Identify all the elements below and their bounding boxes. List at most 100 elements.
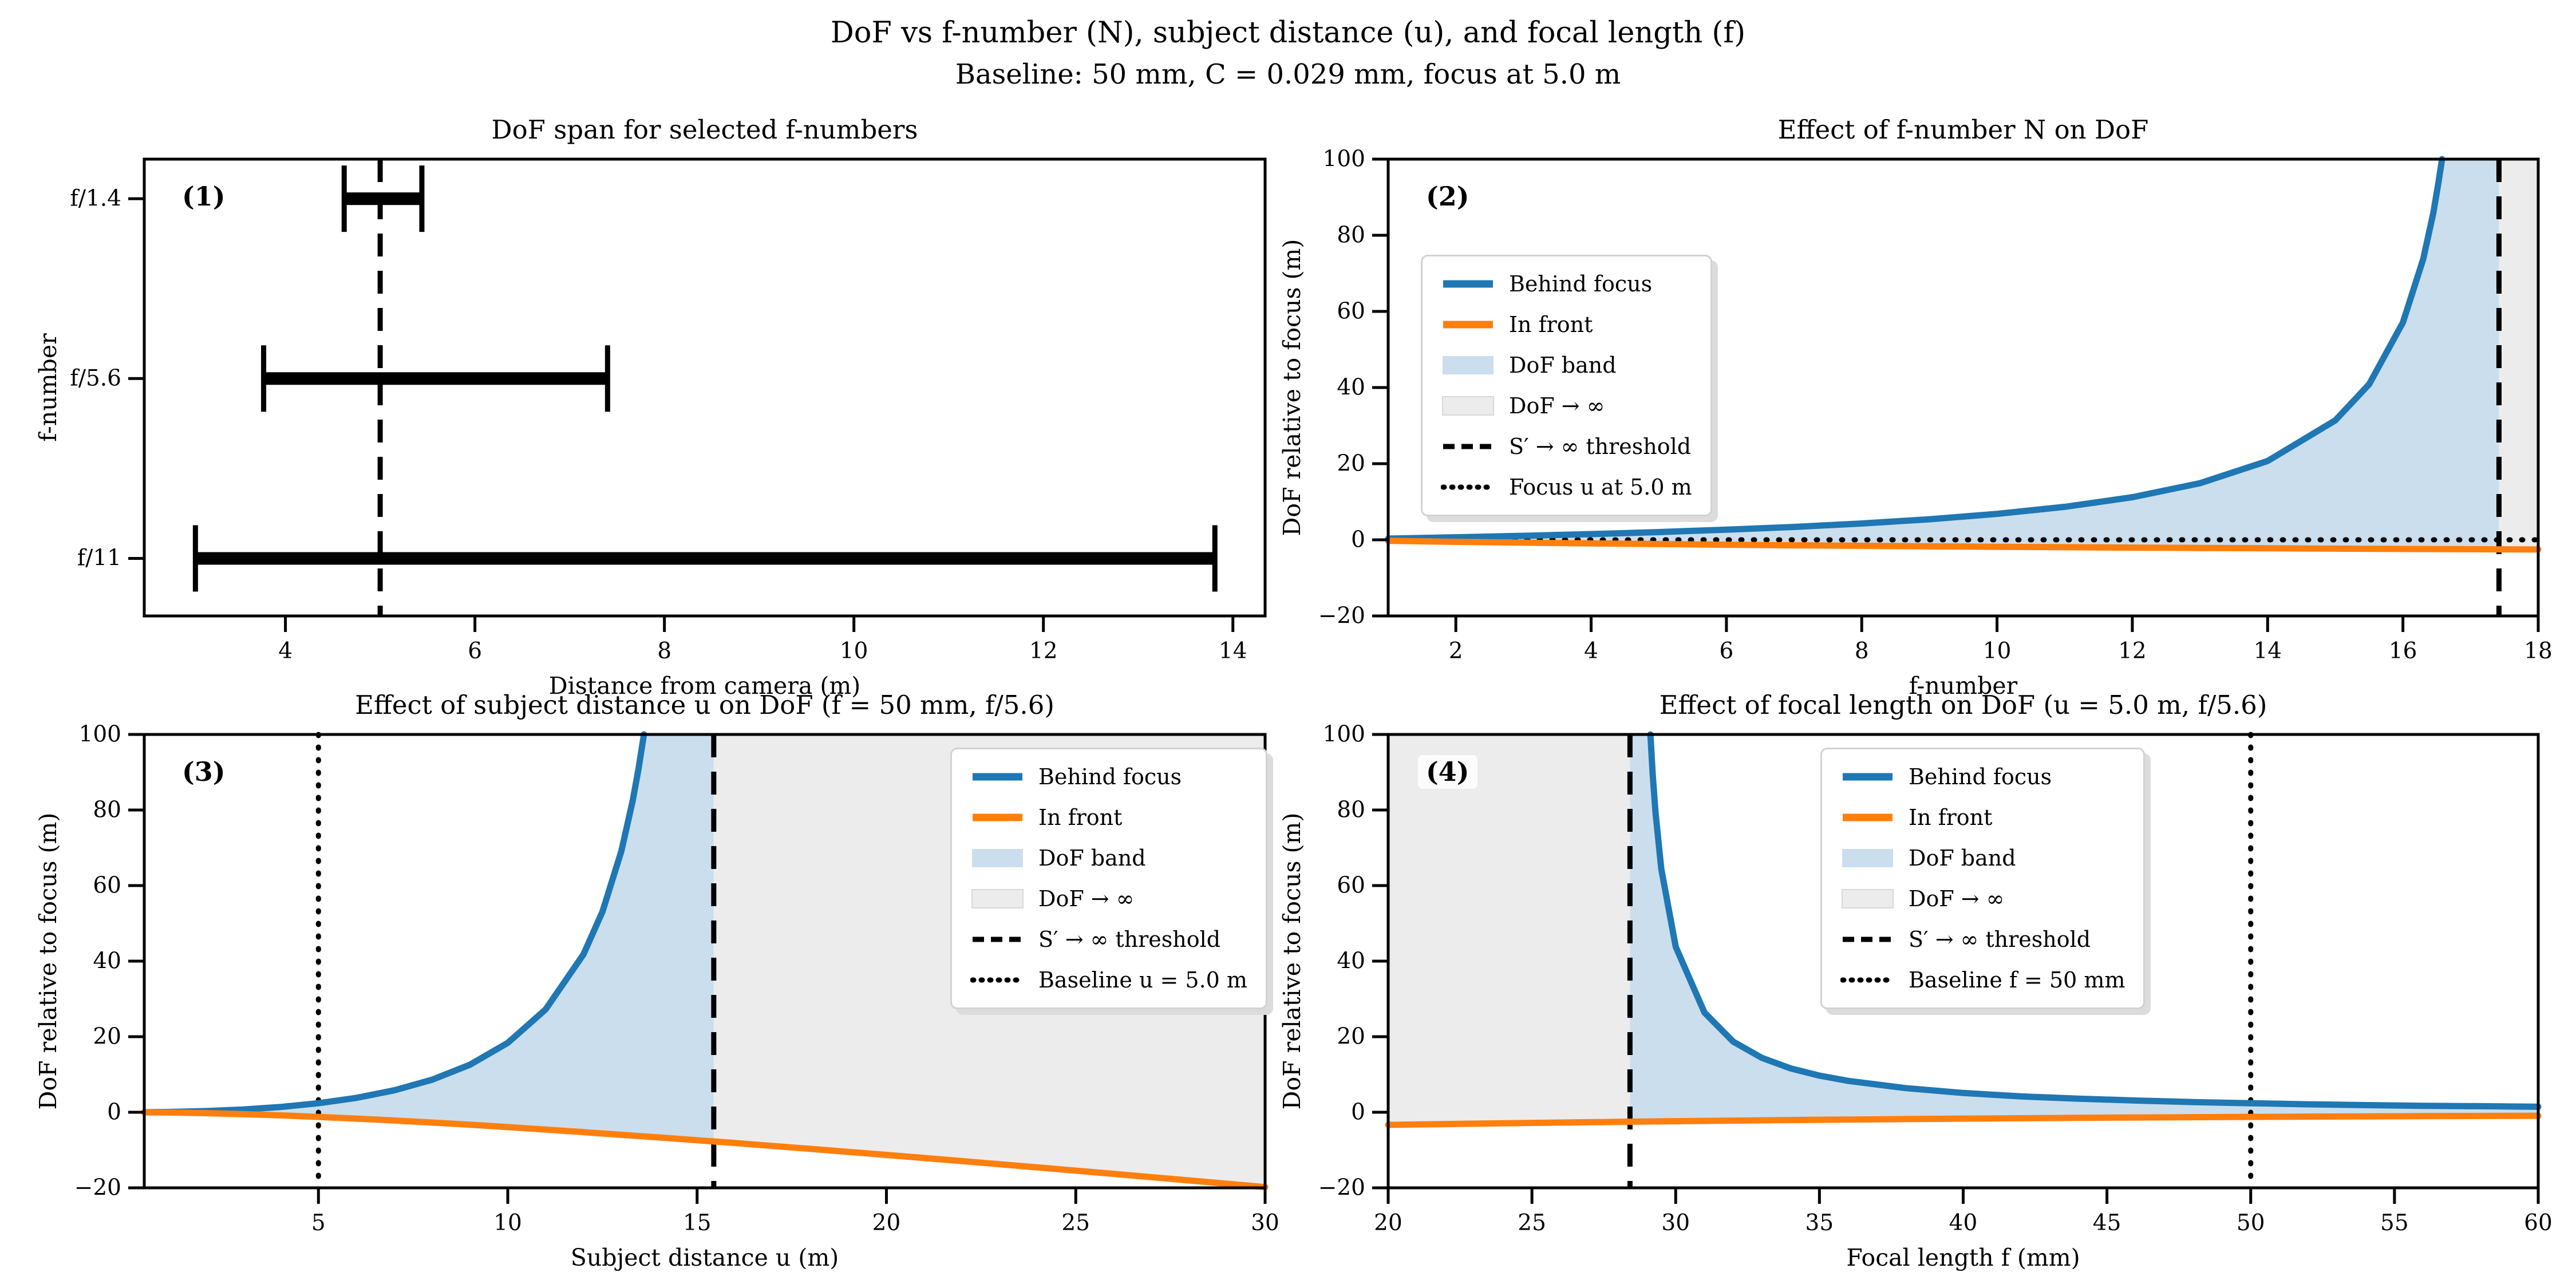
panel-2-xlabel: f-number xyxy=(1909,672,2018,700)
legend-label: DoF → ∞ xyxy=(1038,886,1135,911)
legend-label: In front xyxy=(1909,805,1993,830)
in-front-curve xyxy=(1385,538,2542,553)
legend-item: DoF → ∞ xyxy=(970,886,1247,911)
x-tick-label: 14 xyxy=(2253,638,2282,664)
x-tick-label: 4 xyxy=(278,638,293,664)
legend-dotted-swatch xyxy=(970,977,1025,983)
legend-patch-swatch xyxy=(971,889,1024,908)
swatch-rect xyxy=(971,889,1024,908)
y-tick-label: 80 xyxy=(93,797,121,823)
behind-focus-curve xyxy=(1385,156,2445,542)
legend-item: S′ → ∞ threshold xyxy=(970,927,1247,952)
legend-item: In front xyxy=(970,805,1247,830)
y-tick-label: 0 xyxy=(1351,1099,1365,1125)
legend-item: DoF → ∞ xyxy=(1441,393,1692,418)
x-tick-label: 18 xyxy=(2524,638,2553,664)
y-tick-label: 40 xyxy=(1337,948,1365,974)
panel-4-title: Effect of focal length on DoF (u = 5.0 m… xyxy=(1659,690,2267,720)
legend-label: Baseline u = 5.0 m xyxy=(1038,967,1247,993)
behind-focus-curve xyxy=(1647,731,2542,1110)
legend-label: DoF → ∞ xyxy=(1909,886,2005,911)
y-tick-label: 60 xyxy=(1337,298,1365,325)
x-tick-label: 50 xyxy=(2236,1210,2265,1236)
legend-label: DoF band xyxy=(1509,353,1617,378)
panel-3-xlabel: Subject distance u (m) xyxy=(570,1244,839,1271)
y-tick-label: 100 xyxy=(1322,146,1365,172)
x-tick-label: 35 xyxy=(1805,1210,1834,1236)
x-tick-label: 12 xyxy=(1029,638,1058,664)
legend-item: DoF band xyxy=(1840,846,2125,871)
legend-dashed-swatch xyxy=(973,937,1022,942)
panel-2-legend: Behind focus In front DoF band DoF → ∞ S′ → … xyxy=(1421,255,1712,516)
legend-label: Behind focus xyxy=(1909,764,2052,789)
x-tick-label: 25 xyxy=(1518,1210,1546,1236)
x-tick-label: 10 xyxy=(493,1210,522,1236)
legend-dotted-swatch xyxy=(1441,484,1495,490)
legend-label: In front xyxy=(1038,805,1123,830)
legend-dashed-swatch xyxy=(1443,444,1493,449)
behind-focus-curve xyxy=(141,731,647,1116)
panel-2-ylabel: DoF relative to focus (m) xyxy=(1278,239,1306,536)
panel-1-xlabel: Distance from camera (m) xyxy=(548,672,861,700)
legend-label: Focus u at 5.0 m xyxy=(1509,475,1692,500)
swatch-rect xyxy=(1442,396,1494,416)
x-tick-label: 6 xyxy=(1719,638,1734,664)
legend-line-swatch xyxy=(1843,773,1893,781)
panel-3-title: Effect of subject distance u on DoF (f =… xyxy=(355,690,1054,720)
x-tick-label: 5 xyxy=(311,1210,326,1236)
axes-frame xyxy=(143,157,1267,618)
x-tick-label: 40 xyxy=(1949,1210,1978,1236)
panel-4-label: (4) xyxy=(1418,755,1477,789)
legend-item: Behind focus xyxy=(1441,271,1692,297)
in-front-curve xyxy=(1385,1112,2542,1128)
legend-label: DoF → ∞ xyxy=(1509,393,1605,418)
in-front-curve xyxy=(141,1109,1269,1191)
legend-label: DoF band xyxy=(1909,846,2016,871)
panel-3-label: (3) xyxy=(174,755,234,789)
x-tick-label: 8 xyxy=(1854,638,1869,664)
figure-title-line1: DoF vs f-number (N), subject distance (u… xyxy=(830,16,1746,50)
panel-1-label: (1) xyxy=(174,180,234,214)
y-tick-label: 80 xyxy=(1337,222,1365,248)
legend-patch-swatch xyxy=(1443,356,1494,374)
legend-label: Behind focus xyxy=(1038,764,1182,789)
swatch-rect xyxy=(1842,849,1893,867)
legend-label: DoF band xyxy=(1038,846,1146,871)
figure-title-line2: Baseline: 50 mm, C = 0.029 mm, focus at … xyxy=(955,58,1621,90)
y-tick-label: −20 xyxy=(1318,1175,1365,1201)
legend-item: Focus u at 5.0 m xyxy=(1441,475,1692,500)
legend-patch-swatch xyxy=(972,849,1023,867)
x-tick-label: 30 xyxy=(1661,1210,1690,1236)
legend-patch-swatch xyxy=(1442,396,1494,416)
x-tick-label: 20 xyxy=(1374,1210,1402,1236)
legend-item: Behind focus xyxy=(1840,764,2125,789)
x-tick-label: 2 xyxy=(1448,638,1463,664)
x-tick-label: 20 xyxy=(872,1210,901,1236)
legend-line-swatch xyxy=(973,813,1022,821)
panel-4-xlabel: Focal length f (mm) xyxy=(1846,1244,2080,1271)
y-tick-label: f/11 xyxy=(77,545,121,571)
swatch-rect xyxy=(1842,889,1894,908)
legend-dashed-swatch xyxy=(1843,937,1893,942)
legend-dotted-swatch xyxy=(1840,977,1895,983)
legend-item: S′ → ∞ threshold xyxy=(1441,434,1692,459)
legend-line-swatch xyxy=(1443,280,1493,288)
x-tick-label: 10 xyxy=(839,638,868,664)
legend-label: S′ → ∞ threshold xyxy=(1909,927,2091,952)
x-tick-label: 55 xyxy=(2380,1210,2409,1236)
y-tick-label: −20 xyxy=(1318,603,1365,629)
panel-4-ylabel: DoF relative to focus (m) xyxy=(1278,812,1306,1110)
y-tick-label: f/1.4 xyxy=(70,185,121,212)
x-tick-label: 15 xyxy=(682,1210,712,1236)
y-tick-label: 40 xyxy=(93,948,121,974)
panel-4-legend: Behind focus In front DoF band DoF → ∞ S′ → … xyxy=(1820,748,2146,1009)
y-tick-label: 60 xyxy=(93,872,121,899)
y-tick-label: 80 xyxy=(1337,797,1365,823)
y-tick-label: 60 xyxy=(1337,872,1365,899)
x-tick-label: 10 xyxy=(1982,638,2012,664)
x-tick-label: 8 xyxy=(657,638,672,664)
legend-line-swatch xyxy=(973,773,1022,781)
legend-item: DoF → ∞ xyxy=(1840,886,2125,911)
panel-1-ylabel: f-number xyxy=(34,333,62,442)
y-tick-label: 0 xyxy=(107,1099,121,1125)
